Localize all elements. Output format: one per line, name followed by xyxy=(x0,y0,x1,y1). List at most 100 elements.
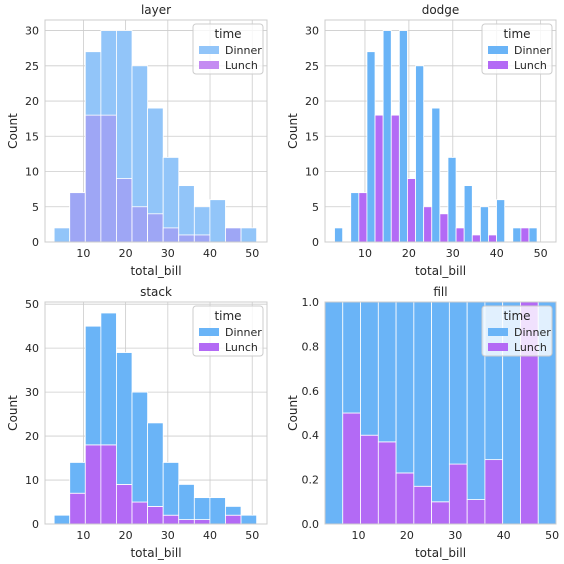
legend-label-lunch: Lunch xyxy=(514,341,547,354)
chart-title: layer xyxy=(141,3,171,17)
y-tick-label: 0 xyxy=(312,236,319,249)
legend-swatch-lunch xyxy=(199,61,219,69)
bar-lunch xyxy=(390,114,400,243)
bar-lunch xyxy=(484,459,504,525)
y-tick-label: 50 xyxy=(25,298,39,311)
chart-title: stack xyxy=(140,285,172,299)
y-tick-label: 30 xyxy=(25,25,39,38)
bar-dinner xyxy=(431,107,441,243)
bars xyxy=(53,312,258,525)
bar-dinner xyxy=(100,312,117,446)
y-tick-label: 25 xyxy=(25,60,39,73)
bar-dinner xyxy=(162,462,180,516)
bar-overlap xyxy=(100,114,117,243)
bar-dinner xyxy=(447,157,457,243)
bar-dinner xyxy=(178,484,195,521)
bar-overlap xyxy=(116,178,133,243)
bar-dinner xyxy=(84,325,102,446)
bar-dinner xyxy=(69,462,86,494)
bar-lunch xyxy=(374,114,384,243)
legend-label-dinner: Dinner xyxy=(514,44,551,57)
bar-dinner xyxy=(178,185,195,243)
bar-dinner xyxy=(512,227,522,243)
bar-dinner xyxy=(324,301,344,525)
bar-lunch xyxy=(431,501,450,525)
bar-dinner xyxy=(53,227,71,243)
bar-lunch xyxy=(100,444,117,525)
bar-lunch xyxy=(225,514,242,525)
bar-dinner xyxy=(225,506,242,516)
x-tick-label: 40 xyxy=(203,529,217,542)
bar-lunch xyxy=(116,484,133,525)
bar-lunch xyxy=(407,178,416,243)
bar-overlap xyxy=(178,234,195,243)
legend-swatch-lunch xyxy=(199,343,219,351)
bar-dinner xyxy=(350,192,360,243)
bar-dinner xyxy=(360,301,379,436)
x-tick-label: 50 xyxy=(245,247,259,260)
panel-fill: 10 20 30 40 50 0.0 0.2 0.4 0.6 0.8 1.0 total_bill Co… xyxy=(286,285,559,560)
chart-title: dodge xyxy=(422,3,460,17)
legend-swatch-dinner xyxy=(199,328,219,336)
y-tick-label: 40 xyxy=(25,342,39,355)
y-tick-label: 20 xyxy=(25,95,39,108)
legend-swatch-lunch xyxy=(488,61,508,69)
y-tick-label: 0 xyxy=(32,236,39,249)
y-tick-label: 30 xyxy=(305,25,319,38)
x-tick-label: 10 xyxy=(76,247,90,260)
legend-swatch-dinner xyxy=(199,46,219,54)
axes-frame xyxy=(44,19,268,243)
bar-dinner xyxy=(382,30,392,243)
legend-title: time xyxy=(214,309,241,323)
bar-dinner xyxy=(131,391,149,503)
bar-dinner xyxy=(377,301,397,443)
bar-overlap xyxy=(225,227,242,243)
bar-lunch xyxy=(466,499,486,525)
bar-lunch xyxy=(471,234,481,243)
bar-dinner xyxy=(496,199,506,243)
panel-stack: 10 20 30 40 50 0 10 20 30 40 50 total_bill Count stac… xyxy=(6,285,268,560)
legend-label-dinner: Dinner xyxy=(225,44,262,57)
x-tick-label: 50 xyxy=(534,247,548,260)
bars xyxy=(334,30,538,243)
y-axis-label: Count xyxy=(6,113,20,149)
bar-lunch xyxy=(520,227,530,243)
axes-frame xyxy=(44,301,268,525)
y-tick-label: 15 xyxy=(305,130,319,143)
bar-lunch xyxy=(455,227,465,243)
bar-dinner xyxy=(116,352,133,485)
bar-dinner xyxy=(415,65,425,243)
y-tick-label: 0.2 xyxy=(302,474,320,487)
axes-frame xyxy=(324,301,557,525)
legend-label-dinner: Dinner xyxy=(514,326,551,339)
y-tick-label: 5 xyxy=(312,201,319,214)
bar-dinner xyxy=(431,301,450,503)
bar-overlap xyxy=(131,206,149,243)
bar-lunch xyxy=(360,434,379,525)
y-tick-label: 0.0 xyxy=(302,518,320,531)
legend-label-lunch: Lunch xyxy=(225,341,258,354)
x-tick-label: 40 xyxy=(497,529,511,542)
bar-lunch xyxy=(423,206,433,243)
y-tick-label: 10 xyxy=(305,166,319,179)
y-tick-label: 5 xyxy=(32,201,39,214)
y-tick-label: 0.6 xyxy=(302,385,320,398)
legend-title: time xyxy=(503,309,530,323)
x-axis-label: total_bill xyxy=(130,264,181,278)
y-axis-label: Count xyxy=(6,395,20,431)
bar-lunch xyxy=(162,514,180,525)
bar-lunch xyxy=(413,485,432,525)
y-tick-label: 10 xyxy=(25,474,39,487)
legend-swatch-dinner xyxy=(488,46,508,54)
y-tick-label: 0.4 xyxy=(302,429,320,442)
x-tick-label: 20 xyxy=(400,529,414,542)
bar-lunch xyxy=(439,213,449,243)
bar-dinner xyxy=(342,301,361,414)
y-axis-label: Count xyxy=(286,113,300,149)
x-tick-label: 10 xyxy=(76,529,90,542)
y-tick-label: 15 xyxy=(25,130,39,143)
bar-dinner xyxy=(395,301,415,474)
bar-lunch xyxy=(358,192,368,243)
bar-dinner xyxy=(147,422,164,507)
